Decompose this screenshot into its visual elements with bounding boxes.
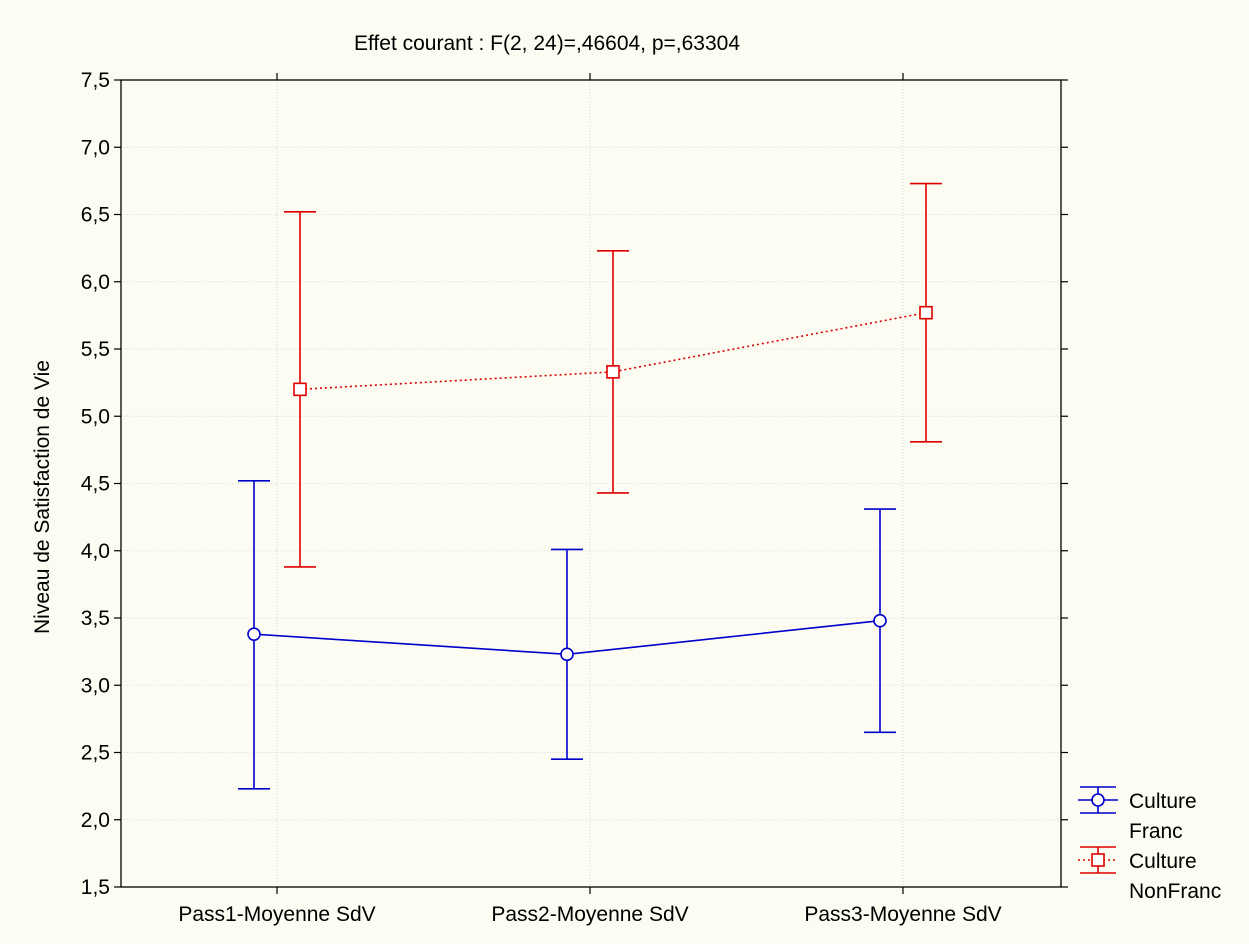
- data-point: [873, 613, 887, 628]
- y-tick-label: 3,0: [81, 674, 110, 697]
- x-tick-label: Pass2-Moyenne SdV: [491, 903, 688, 926]
- series-layer: [238, 182, 942, 790]
- y-tick-label: 2,0: [81, 809, 110, 832]
- plot-frame: [120, 79, 1062, 888]
- y-tick-label: 4,0: [81, 540, 110, 563]
- y-tick-label: 7,5: [81, 69, 110, 92]
- legend-item: Culture NonFranc: [1078, 846, 1221, 903]
- series-culture-nonfranc: [284, 182, 942, 568]
- series-culture-franc: [238, 480, 896, 790]
- y-tick-label: 3,5: [81, 607, 110, 630]
- y-tick-label: 4,5: [81, 473, 110, 496]
- legend-label-line2: Franc: [1129, 820, 1183, 843]
- data-point: [293, 382, 307, 397]
- y-tick-label: 1,5: [81, 876, 110, 899]
- y-tick-label: 5,5: [81, 338, 110, 361]
- grid: [121, 80, 1061, 887]
- y-tick-label: 6,0: [81, 271, 110, 294]
- y-axis: 1,5 2,0 2,5 3,0 3,5 4,0 4,5 5,0 5,5 6,0 6,5 7,0 7,5: [81, 69, 1068, 899]
- y-tick-label: 6,5: [81, 204, 110, 227]
- series-line: [299, 311, 927, 391]
- x-axis: Pass1-Moyenne SdV Pass2-Moyenne SdV Pass3-…: [178, 73, 1002, 926]
- y-axis-label: Niveau de Satisfaction de Vie: [31, 360, 54, 634]
- legend-label-line2: NonFranc: [1129, 880, 1221, 903]
- legend-marker: [1091, 793, 1105, 807]
- x-tick-label: Pass1-Moyenne SdV: [178, 903, 375, 926]
- data-point: [247, 627, 261, 641]
- y-tick-label: 5,0: [81, 405, 110, 428]
- y-tick-label: 2,5: [81, 742, 110, 765]
- legend-label-line1: Culture: [1129, 790, 1197, 813]
- legend-marker: [1091, 853, 1105, 867]
- data-point: [606, 365, 620, 379]
- legend-item: Culture Franc: [1078, 786, 1197, 843]
- data-point: [919, 305, 933, 320]
- legend-label-line1: Culture: [1129, 850, 1197, 873]
- chart-title: Effet courant : F(2, 24)=,46604, p=,6330…: [354, 32, 740, 55]
- legend: Culture Franc Culture NonFranc: [1078, 786, 1221, 903]
- x-tick-label: Pass3-Moyenne SdV: [804, 903, 1001, 926]
- data-point: [560, 647, 574, 662]
- y-tick-label: 7,0: [81, 136, 110, 159]
